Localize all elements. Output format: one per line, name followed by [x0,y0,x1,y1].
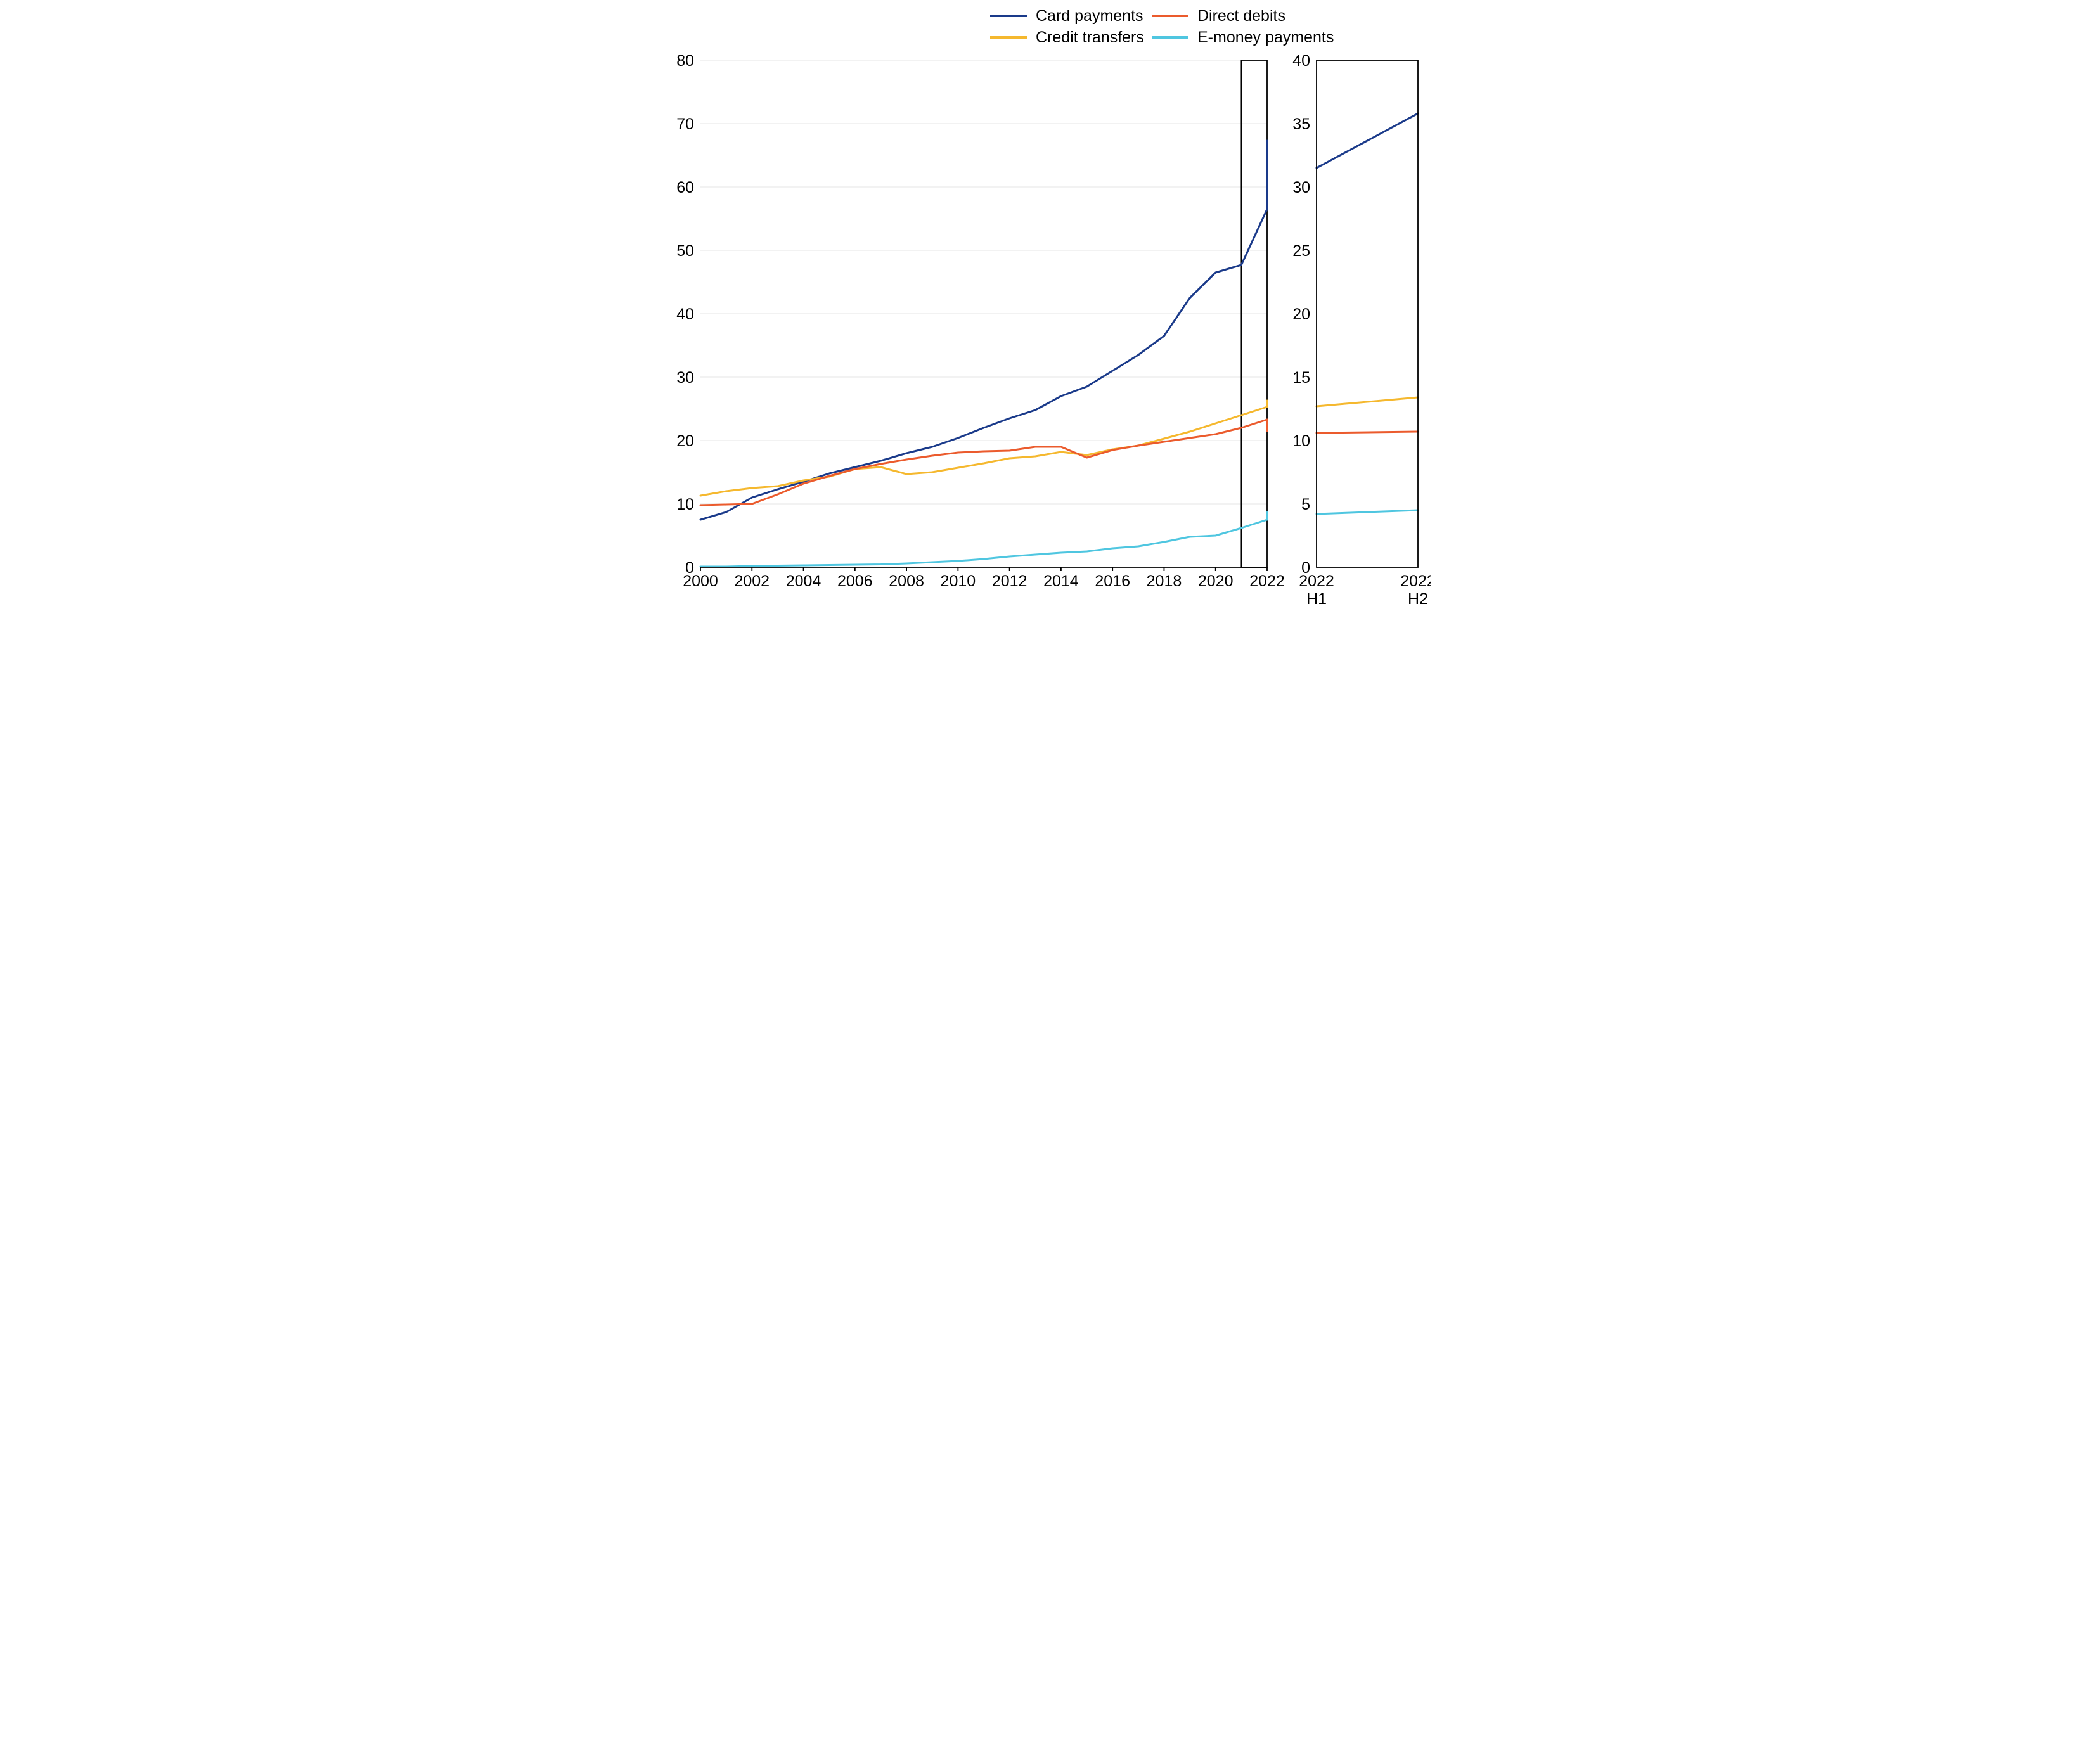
legend-label: Card payments [1036,7,1143,25]
x-tick-label: 2018 [1146,572,1182,590]
y-tick-label: 30 [676,369,694,387]
x-tick-label: 2012 [991,572,1027,590]
y-tick-label: 40 [1292,52,1310,70]
x-tick-label: 2008 [889,572,924,590]
x-tick-label: 2016 [1095,572,1130,590]
y-tick-label: 10 [1292,432,1310,450]
series-direct-debits [1317,432,1418,433]
legend-label: Credit transfers [1036,29,1144,46]
y-tick-label: 5 [1301,496,1310,513]
x-tick-label: 2022 [1299,572,1334,590]
chart-svg: Card payments Credit transfers Direct debi… [670,0,1431,638]
y-tick-label: 80 [676,52,694,70]
x-tick-label: 2022 [1249,572,1285,590]
legend-label: Direct debits [1197,7,1285,25]
y-tick-label: 15 [1292,369,1310,387]
y-tick-label: 20 [1292,305,1310,323]
x-tick-label: 2006 [837,572,873,590]
x-tick-label: 2020 [1197,572,1233,590]
y-tick-label: 40 [676,305,694,323]
x-tick-label: 2000 [683,572,718,590]
x-tick-label: H1 [1306,590,1327,608]
chart-container: Card payments Credit transfers Direct debi… [670,0,1431,638]
y-tick-label: 70 [676,115,694,133]
x-tick-label: 2004 [785,572,821,590]
y-tick-label: 50 [676,242,694,260]
y-tick-label: 20 [676,432,694,450]
x-tick-label: 2010 [940,572,976,590]
y-tick-label: 35 [1292,115,1310,133]
y-tick-label: 25 [1292,242,1310,260]
y-tick-label: 60 [676,179,694,196]
y-tick-label: 30 [1292,179,1310,196]
x-tick-label: 2022 [1400,572,1431,590]
x-tick-label: 2014 [1043,572,1079,590]
y-tick-label: 10 [676,496,694,513]
legend-label: E-money payments [1197,29,1334,46]
x-tick-label: H2 [1408,590,1428,608]
x-tick-label: 2002 [734,572,770,590]
